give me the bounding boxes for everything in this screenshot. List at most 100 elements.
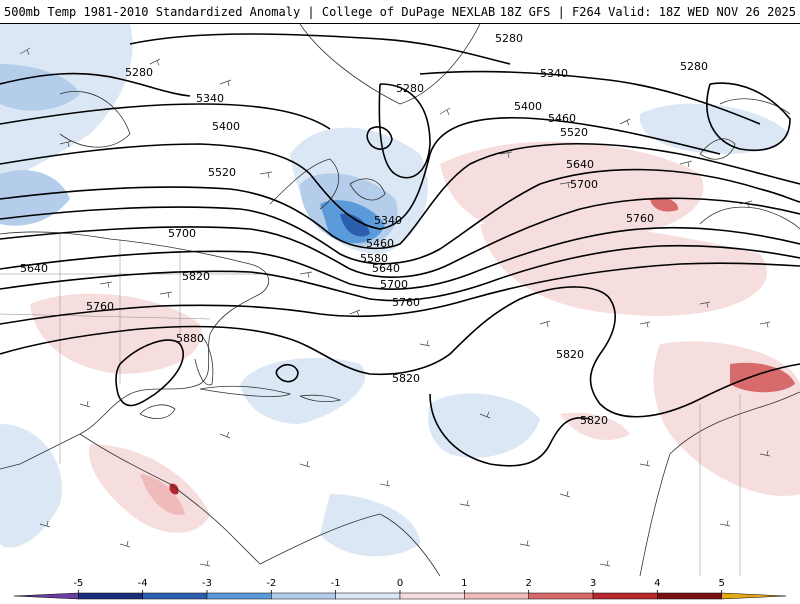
- cold-anomaly-hudson: [0, 170, 70, 226]
- iberia-coast: [699, 206, 800, 230]
- warm-anomaly-southeast: [560, 412, 630, 440]
- contour-label: 5820: [182, 270, 210, 283]
- contour-label: 5580: [360, 252, 388, 265]
- labrador-coast: [269, 158, 339, 210]
- south-america-coast: [259, 513, 441, 576]
- contour-label: 5280: [680, 60, 708, 73]
- colorbar-tick-label: -1: [331, 578, 341, 589]
- contour-label: 5520: [560, 126, 588, 139]
- yucatan-coast: [139, 404, 176, 419]
- map-header: 500mb Temp 1981-2010 Standardized Anomal…: [0, 0, 800, 24]
- contour-label: 5340: [540, 67, 568, 80]
- contour-5820-bottom: [429, 393, 591, 467]
- contour-label: 5340: [374, 214, 402, 227]
- contour-5280-north: [129, 33, 511, 65]
- contour-label: 5820: [392, 372, 420, 385]
- contour-label: 5760: [392, 296, 420, 309]
- colorbar-tick-label: 1: [461, 578, 467, 589]
- hispaniola-coast: [299, 394, 342, 403]
- cold-anomaly-east-pacific: [320, 494, 420, 557]
- contour-label: 5400: [212, 120, 240, 133]
- cold-anomaly-pacific: [0, 424, 62, 548]
- map-title: 500mb Temp 1981-2010 Standardized Anomal…: [4, 5, 496, 19]
- contour-5700: [0, 244, 800, 302]
- colorbar-tick-label: -2: [266, 578, 276, 589]
- colorbar-tick-label: 2: [525, 578, 531, 589]
- cold-anomaly-greenland-east: [639, 103, 790, 154]
- scandinavia-coast: [719, 98, 791, 115]
- weather-map: 5280 5280 5280 5280 5340 5340 5340 5400 …: [0, 24, 800, 576]
- colorbar-bin: [78, 592, 143, 600]
- warm-anomaly-azores: [650, 197, 679, 212]
- contour-5340-west: [0, 103, 331, 130]
- contour-5760: [0, 262, 800, 325]
- contour-label: 5700: [168, 227, 196, 240]
- greenland-coast: [299, 24, 481, 105]
- cuba-coast: [199, 385, 292, 397]
- colorbar-bin: [528, 592, 594, 600]
- contour-label: 5700: [380, 278, 408, 291]
- contour-5280-west: [0, 72, 191, 97]
- colorbar-bin: [592, 592, 658, 600]
- africa-coast: [639, 391, 800, 576]
- warm-anomaly-mexico-max: [169, 483, 179, 495]
- contour-label: 5640: [566, 158, 594, 171]
- contour-label: 5640: [372, 262, 400, 275]
- contour-5340-east: [419, 70, 761, 125]
- colorbar-bin: [13, 592, 79, 600]
- warm-anomaly-africa-core: [730, 362, 795, 393]
- model-run-label: 18Z GFS | F264 Valid: 18Z WED NOV 26 202…: [499, 5, 796, 19]
- contour-label: 5700: [570, 178, 598, 191]
- florida-coast: [194, 333, 214, 386]
- contour-5700-small: [366, 126, 393, 150]
- contour-labels: 5280 5280 5280 5280 5340 5340 5340 5400 …: [20, 32, 708, 427]
- contour-5400: [0, 116, 721, 230]
- hudson-bay-coast: [59, 91, 131, 148]
- colorbar-tick-label: 0: [397, 578, 403, 589]
- contour-5580: [0, 197, 800, 278]
- colorbar-bin: [399, 592, 465, 600]
- colorbar-bin: [206, 592, 272, 600]
- contour-label: 5280: [396, 82, 424, 95]
- central-america-coast: [79, 433, 261, 565]
- colorbar-bin: [271, 592, 336, 600]
- contour-label: 5640: [20, 262, 48, 275]
- contour-label: 5460: [366, 237, 394, 250]
- contour-label: 5880: [176, 332, 204, 345]
- contour-label: 5760: [626, 212, 654, 225]
- colorbar-tick-label: -5: [73, 578, 83, 589]
- colorbar-bin: [335, 592, 401, 600]
- wind-barbs: [19, 47, 771, 567]
- contour-5640: [0, 226, 800, 290]
- colorbar-tick-label: 5: [718, 578, 724, 589]
- contour-label: 5280: [495, 32, 523, 45]
- uk-coast: [699, 138, 736, 160]
- contour-5460: [0, 143, 800, 250]
- cold-anomaly-west: [0, 64, 80, 111]
- contour-label: 5820: [580, 414, 608, 427]
- contour-5820-caribbean-cell: [275, 363, 299, 383]
- cold-anomaly-atlantic: [428, 393, 540, 458]
- colorbar-bin: [657, 592, 722, 600]
- colorbar-bin: [142, 592, 208, 600]
- colorbar-bin: [464, 592, 529, 600]
- newfoundland-coast: [349, 178, 386, 201]
- warm-anomaly-mexico-core: [140, 474, 185, 515]
- state-borders: [0, 234, 741, 576]
- cold-anomaly-caribbean: [240, 358, 366, 424]
- coastlines: [0, 24, 800, 576]
- colorbar-tick-label: -3: [202, 578, 212, 589]
- colorbar-tick-label: 3: [590, 578, 596, 589]
- contour-5280-east: [706, 82, 791, 151]
- colorbar-tick-label: 4: [654, 578, 660, 589]
- contour-5820-main: [0, 286, 800, 418]
- contour-5880: [115, 339, 184, 407]
- contour-label: 5400: [514, 100, 542, 113]
- contour-label: 5340: [196, 92, 224, 105]
- contour-5520: [0, 168, 800, 265]
- cold-anomaly-canada: [0, 24, 133, 184]
- colorbar-tick-label: -4: [138, 578, 148, 589]
- warm-anomaly-atlantic-north: [440, 141, 704, 240]
- contour-label: 5460: [548, 112, 576, 125]
- contour-label: 5520: [208, 166, 236, 179]
